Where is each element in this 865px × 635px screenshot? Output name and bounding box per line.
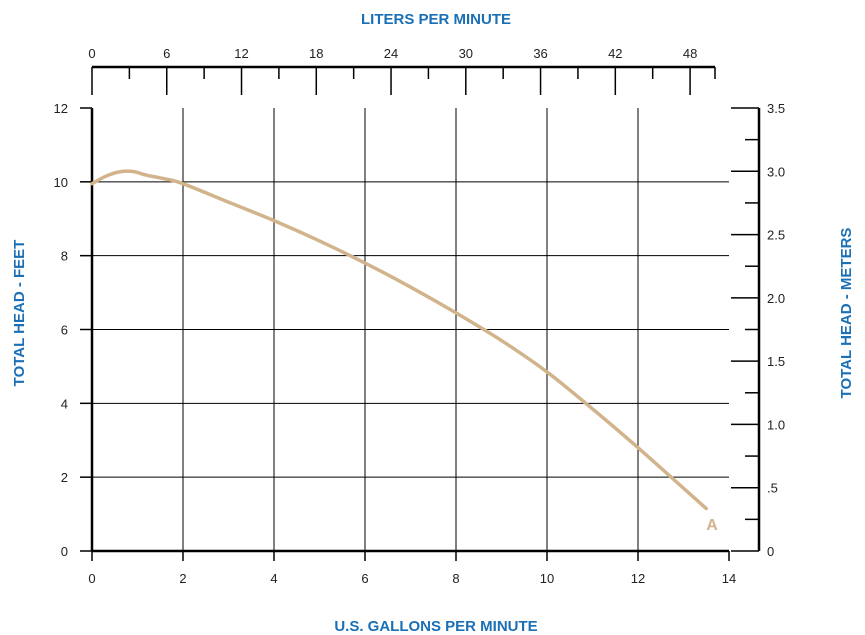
x-tick-label: 12 [631,571,645,586]
x-tick-label: 4 [270,571,277,586]
x-axis-title: U.S. GALLONS PER MINUTE [334,618,537,635]
y-axis-title: TOTAL HEAD - FEET [11,240,28,387]
x2-tick-label: 24 [384,46,398,61]
x2-tick-label: 48 [683,46,697,61]
x-tick-label: 8 [452,571,459,586]
y-tick-label: 4 [61,396,68,411]
y2-tick-label: 0 [767,544,774,559]
y2-tick-label: .5 [767,481,778,496]
y-tick-label: 8 [61,249,68,264]
grid-lines [92,108,729,551]
y-tick-label: 2 [61,470,68,485]
x-tick-label: 10 [540,571,554,586]
y2-axis-title: TOTAL HEAD - METERS [838,228,855,399]
x-tick-label: 0 [88,571,95,586]
x2-tick-label: 30 [459,46,473,61]
x-tick-label: 14 [722,571,736,586]
y-tick-label: 6 [61,323,68,338]
x2-tick-label: 36 [533,46,547,61]
x2-tick-label: 12 [234,46,248,61]
x2-tick-label: 42 [608,46,622,61]
y2-tick-label: 1.5 [767,354,785,369]
y2-tick-label: 1.0 [767,417,785,432]
y-tick-label: 10 [54,175,68,190]
x-tick-label: 2 [179,571,186,586]
axes [80,65,761,561]
series-label-A: A [706,517,718,534]
x2-tick-label: 18 [309,46,323,61]
series-layer [90,169,708,511]
y2-tick-label: 3.5 [767,101,785,116]
x2-tick-label: 6 [163,46,170,61]
y-tick-label: 0 [61,544,68,559]
y2-tick-label: 2.5 [767,228,785,243]
y2-tick-label: 2.0 [767,291,785,306]
x2-tick-label: 0 [88,46,95,61]
series-line-A [90,169,708,511]
x-tick-label: 6 [361,571,368,586]
y2-tick-label: 3.0 [767,164,785,179]
y-tick-label: 12 [54,101,68,116]
x2-axis-title: LITERS PER MINUTE [361,11,511,28]
